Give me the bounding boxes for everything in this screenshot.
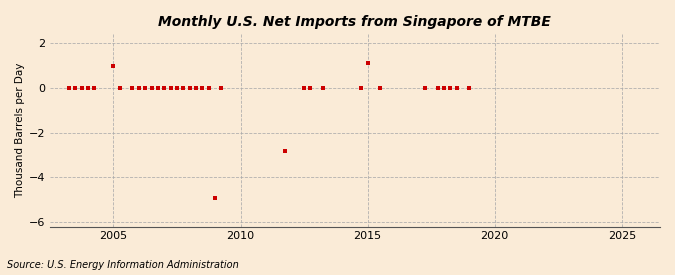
Point xyxy=(279,148,290,153)
Title: Monthly U.S. Net Imports from Singapore of MTBE: Monthly U.S. Net Imports from Singapore … xyxy=(159,15,551,29)
Point xyxy=(432,86,443,90)
Point xyxy=(197,86,208,90)
Point xyxy=(419,86,430,90)
Point xyxy=(362,61,373,66)
Point xyxy=(439,86,450,90)
Point xyxy=(318,86,329,90)
Point xyxy=(63,86,74,90)
Point xyxy=(89,86,100,90)
Y-axis label: Thousand Barrels per Day: Thousand Barrels per Day xyxy=(15,63,25,198)
Point xyxy=(190,86,201,90)
Point xyxy=(464,86,475,90)
Point xyxy=(184,86,195,90)
Point xyxy=(70,86,80,90)
Point xyxy=(159,86,169,90)
Point xyxy=(171,86,182,90)
Point xyxy=(305,86,316,90)
Point xyxy=(140,86,151,90)
Point xyxy=(165,86,176,90)
Point xyxy=(451,86,462,90)
Point xyxy=(153,86,163,90)
Point xyxy=(127,86,138,90)
Point xyxy=(356,86,367,90)
Point xyxy=(82,86,93,90)
Point xyxy=(108,64,119,68)
Point xyxy=(178,86,189,90)
Text: Source: U.S. Energy Information Administration: Source: U.S. Energy Information Administ… xyxy=(7,260,238,270)
Point xyxy=(375,86,385,90)
Point xyxy=(445,86,456,90)
Point xyxy=(76,86,87,90)
Point xyxy=(114,86,125,90)
Point xyxy=(203,86,214,90)
Point xyxy=(146,86,157,90)
Point xyxy=(210,195,221,200)
Point xyxy=(298,86,309,90)
Point xyxy=(134,86,144,90)
Point xyxy=(216,86,227,90)
